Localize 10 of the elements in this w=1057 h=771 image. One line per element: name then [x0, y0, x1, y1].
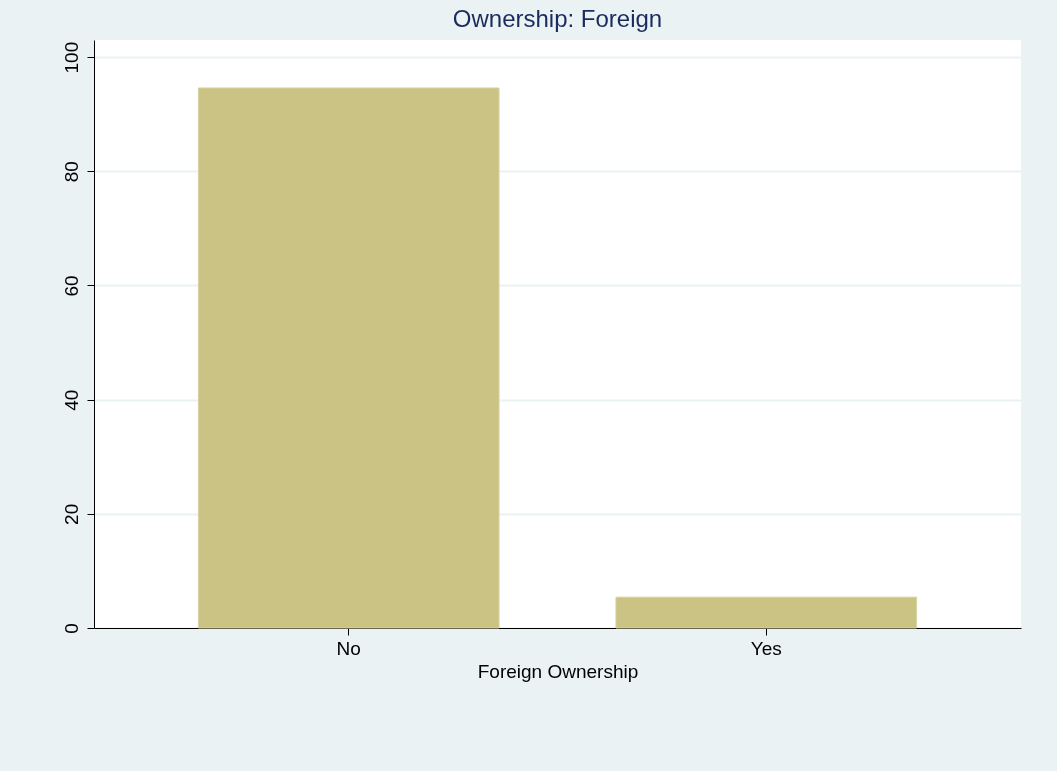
- y-tick-label: 100: [60, 41, 82, 74]
- x-tick-label: Yes: [750, 637, 782, 659]
- y-tick-label: 0: [60, 623, 82, 634]
- x-tick-label: No: [336, 637, 361, 659]
- chart-title: Ownership: Foreign: [452, 5, 663, 32]
- y-tick-label: 60: [60, 275, 82, 297]
- y-tick-label: 80: [60, 161, 82, 183]
- x-axis-title: Foreign Ownership: [477, 660, 639, 682]
- y-tick-label: 20: [60, 503, 82, 525]
- y-tick-label: 40: [60, 389, 82, 411]
